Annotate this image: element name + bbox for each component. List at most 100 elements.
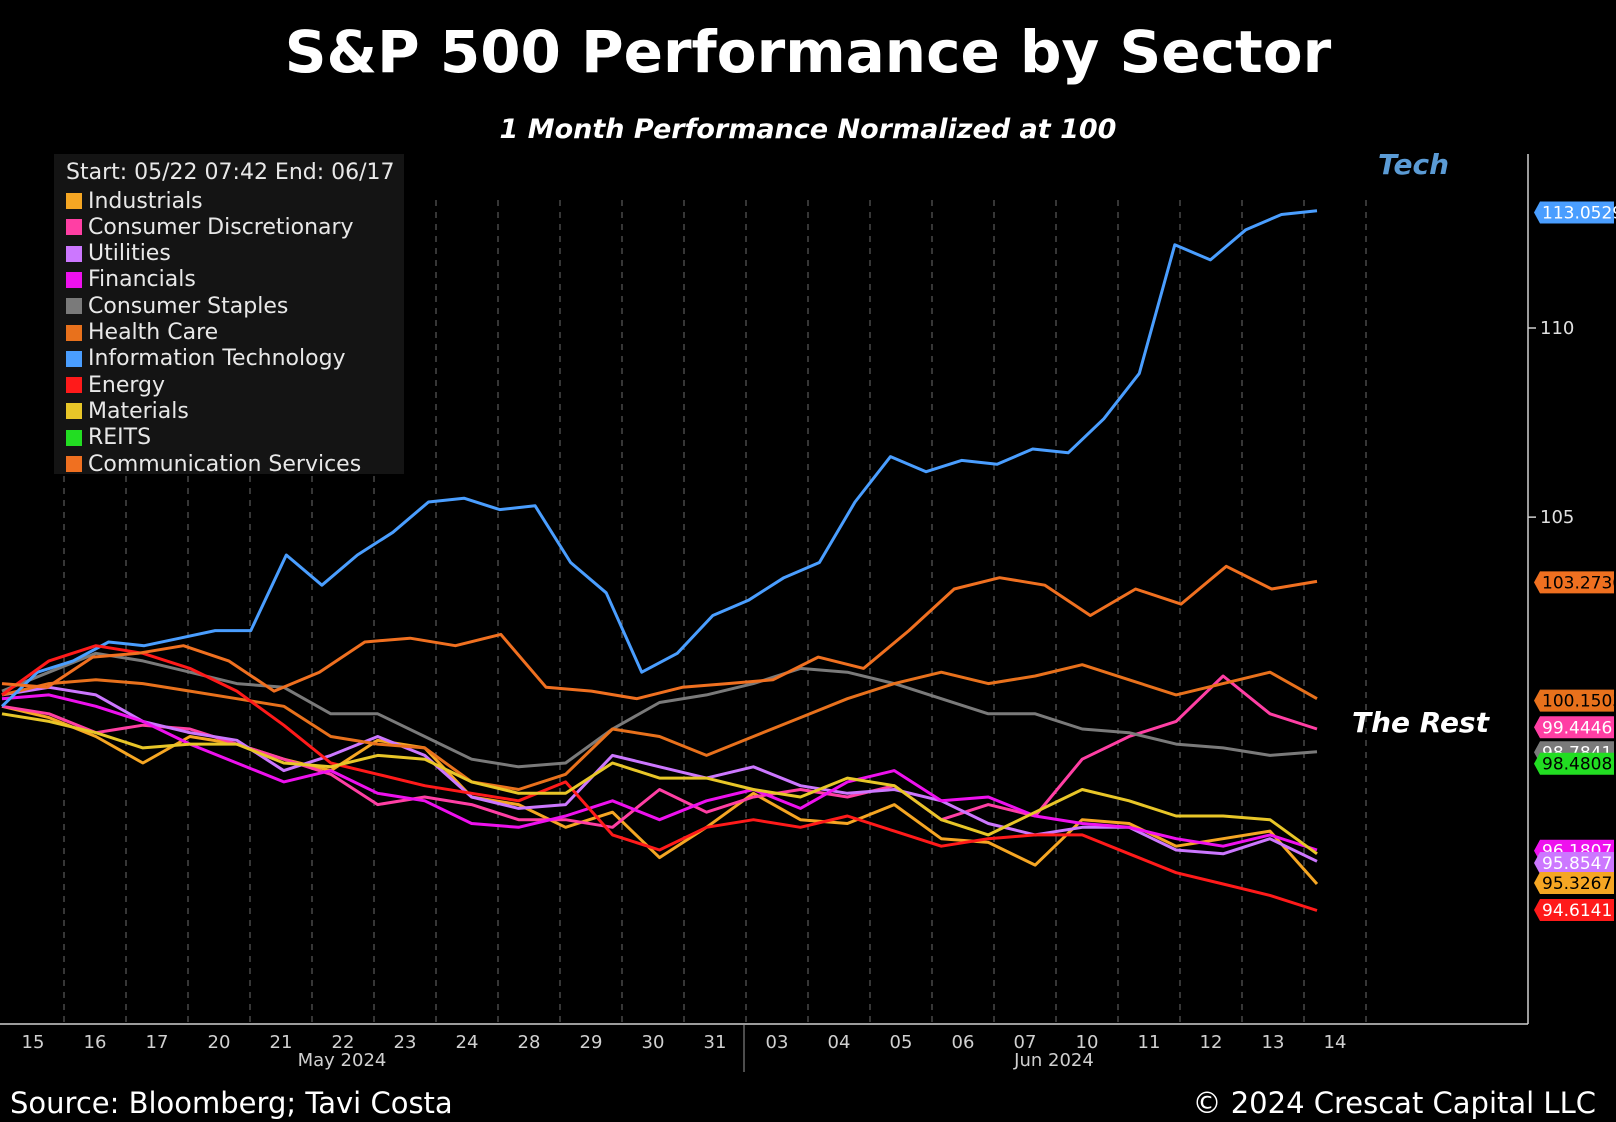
series-line-information-technology bbox=[0, 209, 1318, 708]
series-lines bbox=[0, 209, 1319, 912]
legend-swatch bbox=[66, 377, 82, 394]
legend-item: Health Care bbox=[66, 320, 218, 346]
series-line-industrials bbox=[1, 704, 1319, 885]
x-tick-label: 11 bbox=[1138, 1032, 1161, 1053]
legend-item: Energy bbox=[66, 372, 165, 398]
legend-label: Information Technology bbox=[88, 346, 346, 372]
value-label-text: 95.3267 bbox=[1542, 874, 1612, 894]
legend-label: Energy bbox=[88, 372, 166, 398]
x-tick-label: 10 bbox=[1076, 1032, 1099, 1053]
legend-item: Information Technology bbox=[66, 346, 346, 372]
legend-swatch bbox=[66, 350, 82, 367]
value-label-bg bbox=[1534, 689, 1614, 712]
value-label: 103.2736 bbox=[1534, 571, 1616, 594]
value-label-text: 103.2736 bbox=[1542, 573, 1616, 593]
value-label: 95.3267 bbox=[1534, 872, 1614, 895]
value-label-bg bbox=[1534, 571, 1614, 594]
value-label-text: 113.0529 bbox=[1542, 204, 1616, 224]
legend-label: Health Care bbox=[88, 320, 219, 345]
x-tick-label: 03 bbox=[766, 1032, 789, 1053]
chart-title: S&P 500 Performance by Sector bbox=[284, 18, 1332, 86]
series-line-health-care bbox=[1, 663, 1318, 791]
series-line-materials bbox=[1, 712, 1318, 856]
series-line-communication-services bbox=[1, 564, 1318, 701]
month-label: Jun 2024 bbox=[1013, 1050, 1094, 1071]
legend-swatch bbox=[66, 245, 82, 262]
x-tick-label: 04 bbox=[828, 1032, 851, 1053]
legend-item: Financials bbox=[66, 267, 196, 293]
x-tick-label: 21 bbox=[270, 1032, 293, 1053]
x-tick-label: 15 bbox=[22, 1032, 45, 1053]
x-tick-label: 24 bbox=[456, 1032, 479, 1053]
value-label: 99.4446 bbox=[1534, 716, 1614, 739]
series-line-consumer-staples bbox=[1, 651, 1318, 769]
x-tick-label: 20 bbox=[208, 1032, 231, 1053]
x-tick-label: 12 bbox=[1200, 1032, 1223, 1053]
x-tick-label: 17 bbox=[146, 1032, 169, 1053]
legend-swatch bbox=[66, 403, 82, 420]
x-tick-label: 16 bbox=[84, 1032, 107, 1053]
series-line-consumer-discretionary bbox=[1, 674, 1318, 829]
legend-label: Consumer Discretionary bbox=[88, 214, 354, 240]
copyright-note: © 2024 Crescat Capital LLC bbox=[1192, 1086, 1597, 1120]
legend: Start: 05/22 07:42 End: 06/17 Industrial… bbox=[54, 154, 404, 477]
x-tick-label: 13 bbox=[1262, 1032, 1285, 1053]
legend-item: Consumer Discretionary bbox=[66, 214, 354, 240]
axes: 15 16 17 20 21 22 23 24 28 29 30 31 03 04 05 06 07 10 11 12… bbox=[0, 154, 1574, 1072]
value-label-bg bbox=[1534, 852, 1614, 875]
legend-swatch bbox=[66, 456, 82, 472]
x-tick-label: 06 bbox=[952, 1032, 975, 1053]
right-axis-labels: 113.0529103.2736100.150399.444698.784198… bbox=[1534, 201, 1616, 921]
value-label-bg bbox=[1534, 898, 1614, 921]
legend-item: Consumer Staples bbox=[66, 293, 288, 319]
source-note: Source: Bloomberg; Tavi Costa bbox=[10, 1086, 453, 1120]
value-label: 100.1503 bbox=[1534, 689, 1616, 712]
value-label-text: 98.4808 bbox=[1542, 755, 1612, 775]
legend-swatch bbox=[66, 271, 82, 288]
legend-item: Communication Services bbox=[66, 451, 361, 477]
y-tick-label: 110 bbox=[1540, 318, 1574, 339]
value-label: 98.4808 bbox=[1534, 752, 1614, 775]
x-tick-label: 31 bbox=[704, 1032, 727, 1053]
value-label: 113.0529 bbox=[1534, 201, 1616, 224]
series-line-financials bbox=[1, 693, 1318, 852]
x-tick-label: 05 bbox=[890, 1032, 913, 1053]
legend-header: Start: 05/22 07:42 End: 06/17 bbox=[66, 160, 395, 185]
annotation-rest: The Rest bbox=[1352, 706, 1489, 739]
series-line-utilities bbox=[1, 685, 1318, 863]
legend-swatch bbox=[66, 324, 82, 341]
value-label-bg bbox=[1534, 752, 1614, 775]
x-tick-label: 29 bbox=[580, 1032, 603, 1053]
series-line-energy bbox=[1, 644, 1318, 912]
value-label-text: 95.8547 bbox=[1542, 854, 1612, 874]
legend-label: Utilities bbox=[88, 241, 171, 267]
legend-swatch bbox=[66, 429, 82, 446]
legend-item: Industrials bbox=[66, 188, 203, 214]
value-label-bg bbox=[1534, 872, 1614, 895]
x-tick-label: 22 bbox=[332, 1032, 355, 1053]
legend-item: Utilities bbox=[66, 241, 171, 267]
value-label-text: 100.1503 bbox=[1542, 692, 1616, 712]
value-label: 95.8547 bbox=[1534, 852, 1614, 875]
x-tick-label: 07 bbox=[1014, 1032, 1037, 1053]
legend-label: Industrials bbox=[88, 188, 203, 214]
value-label-bg bbox=[1534, 201, 1614, 224]
annotation-tech: Tech bbox=[1378, 148, 1450, 181]
x-tick-label: 14 bbox=[1324, 1032, 1347, 1053]
legend-swatch bbox=[66, 219, 82, 236]
value-label: 94.6141 bbox=[1534, 898, 1614, 921]
month-label: May 2024 bbox=[298, 1050, 387, 1071]
legend-label: Communication Services bbox=[88, 451, 362, 477]
value-label-bg bbox=[1534, 716, 1614, 739]
value-label-text: 94.6141 bbox=[1542, 901, 1612, 921]
legend-label: Materials bbox=[88, 398, 189, 424]
y-tick-label: 105 bbox=[1540, 507, 1574, 528]
legend-label: REITS bbox=[88, 425, 152, 451]
legend-swatch bbox=[66, 298, 82, 315]
legend-label: Financials bbox=[88, 267, 196, 293]
chart-subtitle: 1 Month Performance Normalized at 100 bbox=[499, 114, 1117, 145]
legend-item: REITS bbox=[66, 425, 151, 451]
x-tick-label: 23 bbox=[394, 1032, 417, 1053]
legend-label: Consumer Staples bbox=[88, 293, 289, 319]
